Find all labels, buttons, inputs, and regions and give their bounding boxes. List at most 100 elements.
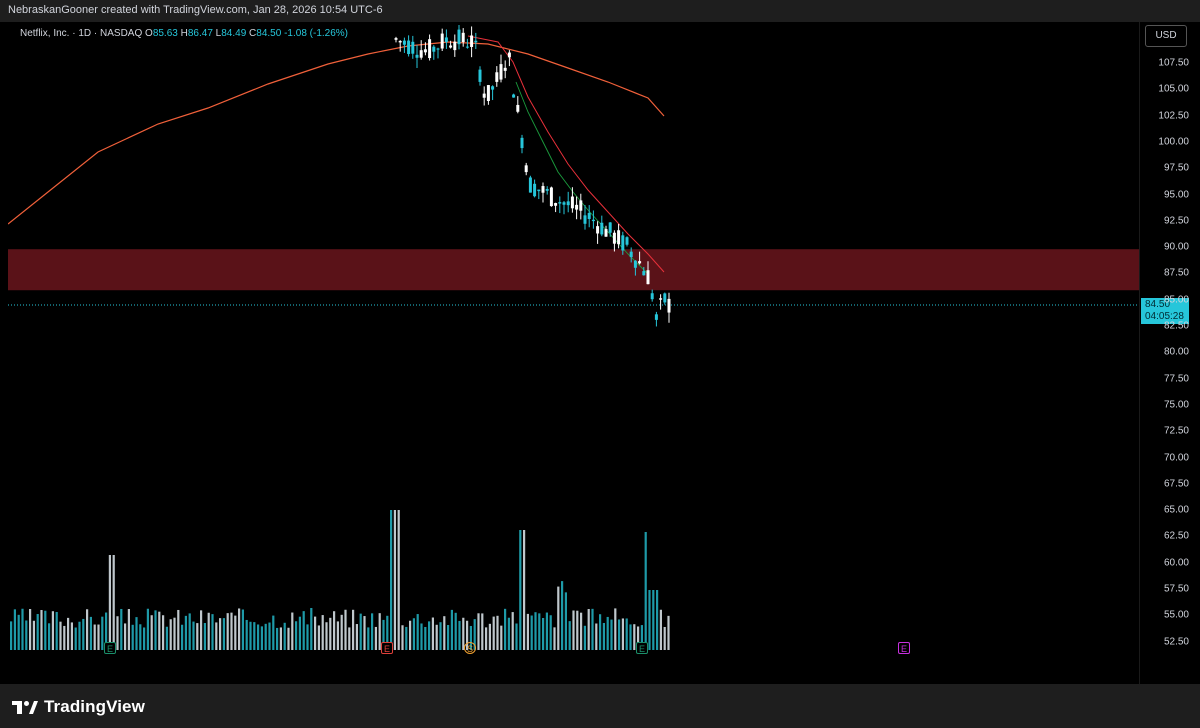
candle-body xyxy=(604,229,608,237)
volume-bar xyxy=(523,530,526,650)
candle-body xyxy=(633,260,637,268)
volume-bar xyxy=(234,615,237,650)
volume-bar xyxy=(637,626,640,650)
earnings-event-marker[interactable]: E xyxy=(898,642,910,654)
candle-body xyxy=(650,293,654,300)
tradingview-logo-icon xyxy=(12,701,38,714)
candle-body xyxy=(520,137,524,149)
volume-bar xyxy=(13,609,16,650)
candle-body xyxy=(407,40,411,55)
price-tick: 102.50 xyxy=(1158,110,1189,122)
volume-bar xyxy=(393,510,396,650)
candle-body xyxy=(545,189,549,191)
volume-bar xyxy=(17,614,20,650)
earnings-event-marker[interactable]: E xyxy=(381,642,393,654)
volume-bar xyxy=(329,617,332,650)
candle-body xyxy=(646,270,650,285)
price-tick: 95.00 xyxy=(1163,189,1189,200)
candle-body xyxy=(474,40,478,43)
volume-bar xyxy=(625,618,628,650)
volume-bar xyxy=(595,623,598,650)
volume-bar xyxy=(542,618,545,650)
chart-frame[interactable]: Netflix, Inc. · 1D · NASDAQ O85.63 H86.4… xyxy=(0,22,1200,698)
candle-body xyxy=(453,41,457,51)
volume-bar xyxy=(561,581,564,650)
candle-body xyxy=(600,222,604,235)
candle-body xyxy=(402,40,406,45)
volume-bar xyxy=(371,613,374,650)
candle-body xyxy=(507,52,511,58)
volume-bar xyxy=(82,618,85,650)
candle-body xyxy=(642,271,646,276)
candle-body xyxy=(478,69,482,82)
candle-body xyxy=(608,222,612,233)
volume-bar xyxy=(511,612,514,650)
volume-bar xyxy=(306,624,309,650)
volume-bar xyxy=(67,617,70,650)
candle-body xyxy=(617,230,621,245)
split-event-marker[interactable]: S xyxy=(464,642,476,654)
price-chart[interactable] xyxy=(8,22,1139,684)
volume-bar xyxy=(101,616,104,650)
volume-bar xyxy=(287,627,290,650)
volume-bar xyxy=(143,627,146,650)
volume-bar xyxy=(211,614,214,650)
candle-body xyxy=(638,261,642,264)
earnings-event-marker[interactable]: E xyxy=(104,642,116,654)
volume-bar xyxy=(314,616,317,650)
volume-bar xyxy=(583,625,586,650)
tradingview-brand[interactable]: TradingView xyxy=(12,696,145,718)
price-pane[interactable]: Netflix, Inc. · 1D · NASDAQ O85.63 H86.4… xyxy=(8,22,1139,684)
candle-body xyxy=(457,29,461,45)
price-tick: 62.50 xyxy=(1163,530,1189,542)
volume-bar xyxy=(150,615,153,650)
legend-low: 84.49 xyxy=(221,28,247,39)
price-tick: 90.00 xyxy=(1163,241,1189,253)
volume-bar xyxy=(424,626,427,650)
price-tick: 82.50 xyxy=(1163,320,1189,332)
candle-body xyxy=(621,235,625,251)
volume-bar xyxy=(283,622,286,650)
candle-body xyxy=(583,215,587,224)
volume-bar xyxy=(310,608,313,650)
volume-bar xyxy=(74,627,77,650)
volume-bar xyxy=(105,612,108,650)
volume-bar xyxy=(36,614,39,650)
currency-button[interactable]: USD xyxy=(1145,25,1187,47)
candle-body xyxy=(596,226,600,234)
volume-bar xyxy=(485,627,488,650)
volume-bar xyxy=(93,624,96,650)
legend-change: -1.08 (-1.26%) xyxy=(284,28,349,39)
price-axis[interactable]: USD 84.50 04:05:28 107.50 105.00 102.50 100… xyxy=(1139,22,1200,684)
price-tick: 92.50 xyxy=(1163,215,1189,227)
volume-bar xyxy=(238,608,241,650)
volume-bar xyxy=(454,612,457,650)
earnings-event-marker[interactable]: E xyxy=(636,642,648,654)
volume-bar xyxy=(196,623,199,650)
candle-body xyxy=(625,237,629,245)
volume-bar xyxy=(325,622,328,650)
volume-bar xyxy=(321,615,324,650)
volume-bar xyxy=(165,626,168,650)
candle-body xyxy=(579,200,583,211)
volume-bar xyxy=(70,622,73,650)
price-tick: 85.00 xyxy=(1163,294,1189,306)
volume-bar xyxy=(431,617,434,650)
volume-bar xyxy=(462,617,465,650)
volume-bar xyxy=(78,621,81,650)
volume-bar xyxy=(268,622,271,650)
candle-body xyxy=(654,314,658,320)
volume-bar xyxy=(428,621,431,650)
volume-bar xyxy=(545,612,548,650)
volume-bar xyxy=(272,615,275,650)
volume-bar xyxy=(549,615,552,650)
volume-bar xyxy=(295,621,298,650)
candle-body xyxy=(541,186,545,193)
volume-bar xyxy=(135,617,138,650)
volume-bar xyxy=(488,623,491,650)
volume-bar xyxy=(215,622,218,650)
volume-bar xyxy=(466,620,469,650)
volume-bar xyxy=(48,623,51,650)
volume-bar xyxy=(21,608,24,650)
candle-body xyxy=(512,94,516,98)
